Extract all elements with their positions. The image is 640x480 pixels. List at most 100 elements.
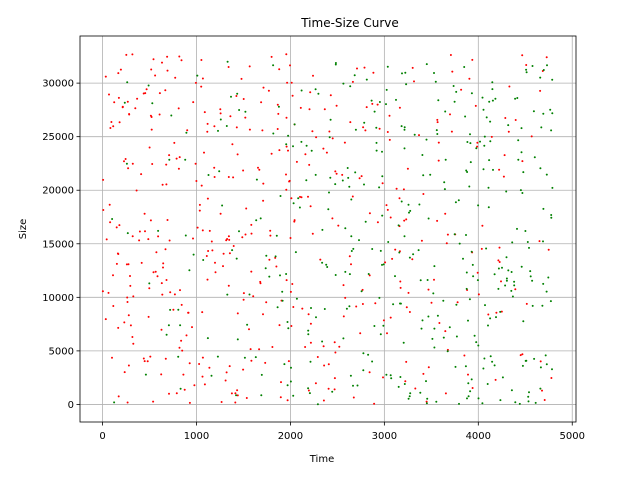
red-data-point: [264, 361, 267, 364]
red-data-point: [355, 305, 358, 308]
green-data-point: [427, 315, 430, 318]
red-data-point: [104, 75, 107, 78]
green-data-point: [321, 340, 324, 343]
red-data-point: [301, 307, 304, 310]
red-data-point: [411, 258, 414, 261]
green-data-point: [379, 333, 382, 336]
green-data-point: [177, 308, 180, 311]
red-data-point: [388, 138, 391, 141]
red-data-point: [352, 396, 355, 399]
green-data-point: [527, 395, 530, 398]
green-data-point: [399, 376, 402, 378]
red-data-point: [235, 95, 238, 97]
red-data-point: [236, 312, 239, 315]
green-data-point: [300, 89, 303, 92]
green-data-point: [395, 98, 397, 101]
x-axis-title: Time: [309, 454, 334, 465]
green-data-point: [422, 174, 425, 177]
green-data-point: [482, 367, 485, 370]
red-data-point: [304, 346, 307, 348]
green-data-point: [529, 270, 532, 273]
green-data-point: [382, 324, 385, 327]
red-data-point: [322, 345, 325, 348]
red-data-point: [127, 263, 130, 266]
green-data-point: [551, 112, 554, 115]
red-data-point: [495, 311, 498, 314]
green-data-point: [432, 292, 435, 295]
red-data-point: [342, 284, 345, 287]
red-data-point: [333, 388, 336, 391]
green-data-point: [381, 263, 383, 266]
green-data-point: [126, 81, 129, 84]
red-data-point: [399, 286, 402, 289]
red-data-point: [236, 389, 239, 392]
green-data-point: [525, 359, 528, 362]
green-data-point: [167, 324, 170, 327]
green-data-point: [455, 335, 458, 338]
red-data-point: [131, 162, 134, 165]
red-data-point: [289, 237, 292, 239]
green-data-point: [397, 224, 400, 227]
red-data-point: [227, 284, 230, 287]
green-data-point: [246, 323, 249, 326]
red-data-point: [177, 167, 180, 170]
green-data-point: [350, 250, 353, 252]
green-data-point: [419, 279, 422, 282]
red-data-point: [131, 235, 134, 238]
red-data-point: [166, 219, 169, 221]
red-data-point: [292, 306, 295, 308]
red-data-point: [348, 255, 351, 258]
red-data-point: [328, 130, 331, 133]
red-data-point: [178, 156, 181, 159]
red-data-point: [147, 238, 150, 241]
red-data-point: [450, 130, 453, 133]
green-data-point: [446, 350, 449, 353]
red-data-point: [311, 130, 314, 133]
green-data-point: [528, 246, 530, 249]
red-data-point: [262, 182, 265, 185]
red-data-point: [386, 208, 389, 211]
green-data-point: [511, 241, 514, 244]
green-data-point: [281, 299, 284, 302]
red-data-point: [126, 301, 129, 303]
red-data-point: [200, 184, 203, 187]
red-data-point: [144, 230, 146, 233]
green-data-point: [409, 392, 412, 395]
red-data-point: [248, 328, 250, 331]
red-data-point: [229, 115, 232, 118]
red-data-point: [444, 330, 447, 333]
green-data-point: [188, 269, 191, 272]
red-data-point: [322, 399, 325, 402]
red-data-point: [181, 349, 184, 352]
red-data-point: [124, 158, 127, 160]
green-data-point: [289, 380, 292, 383]
red-data-point: [315, 136, 318, 139]
green-data-point: [477, 344, 480, 347]
green-data-point: [363, 121, 366, 124]
green-data-point: [260, 373, 263, 376]
red-data-point: [158, 92, 161, 95]
green-data-point: [394, 275, 396, 278]
green-data-point: [373, 110, 376, 113]
green-data-point: [470, 250, 473, 253]
red-data-point: [444, 212, 447, 215]
green-data-point: [464, 365, 467, 368]
red-data-point: [198, 209, 201, 212]
green-data-point: [389, 374, 392, 377]
green-data-point: [453, 100, 456, 103]
green-data-point: [286, 384, 289, 387]
red-data-point: [219, 112, 222, 115]
red-data-point: [165, 163, 168, 166]
green-data-point: [362, 352, 365, 355]
red-data-point: [175, 157, 178, 160]
green-data-point: [529, 275, 532, 278]
red-data-point: [164, 89, 167, 92]
green-data-point: [317, 92, 320, 95]
y-tick-label: 15000: [42, 239, 74, 250]
red-data-point: [319, 258, 322, 261]
green-data-point: [467, 382, 470, 385]
red-data-point: [252, 295, 255, 298]
red-data-point: [113, 101, 116, 104]
red-data-point: [438, 322, 441, 324]
red-data-point: [195, 180, 198, 182]
